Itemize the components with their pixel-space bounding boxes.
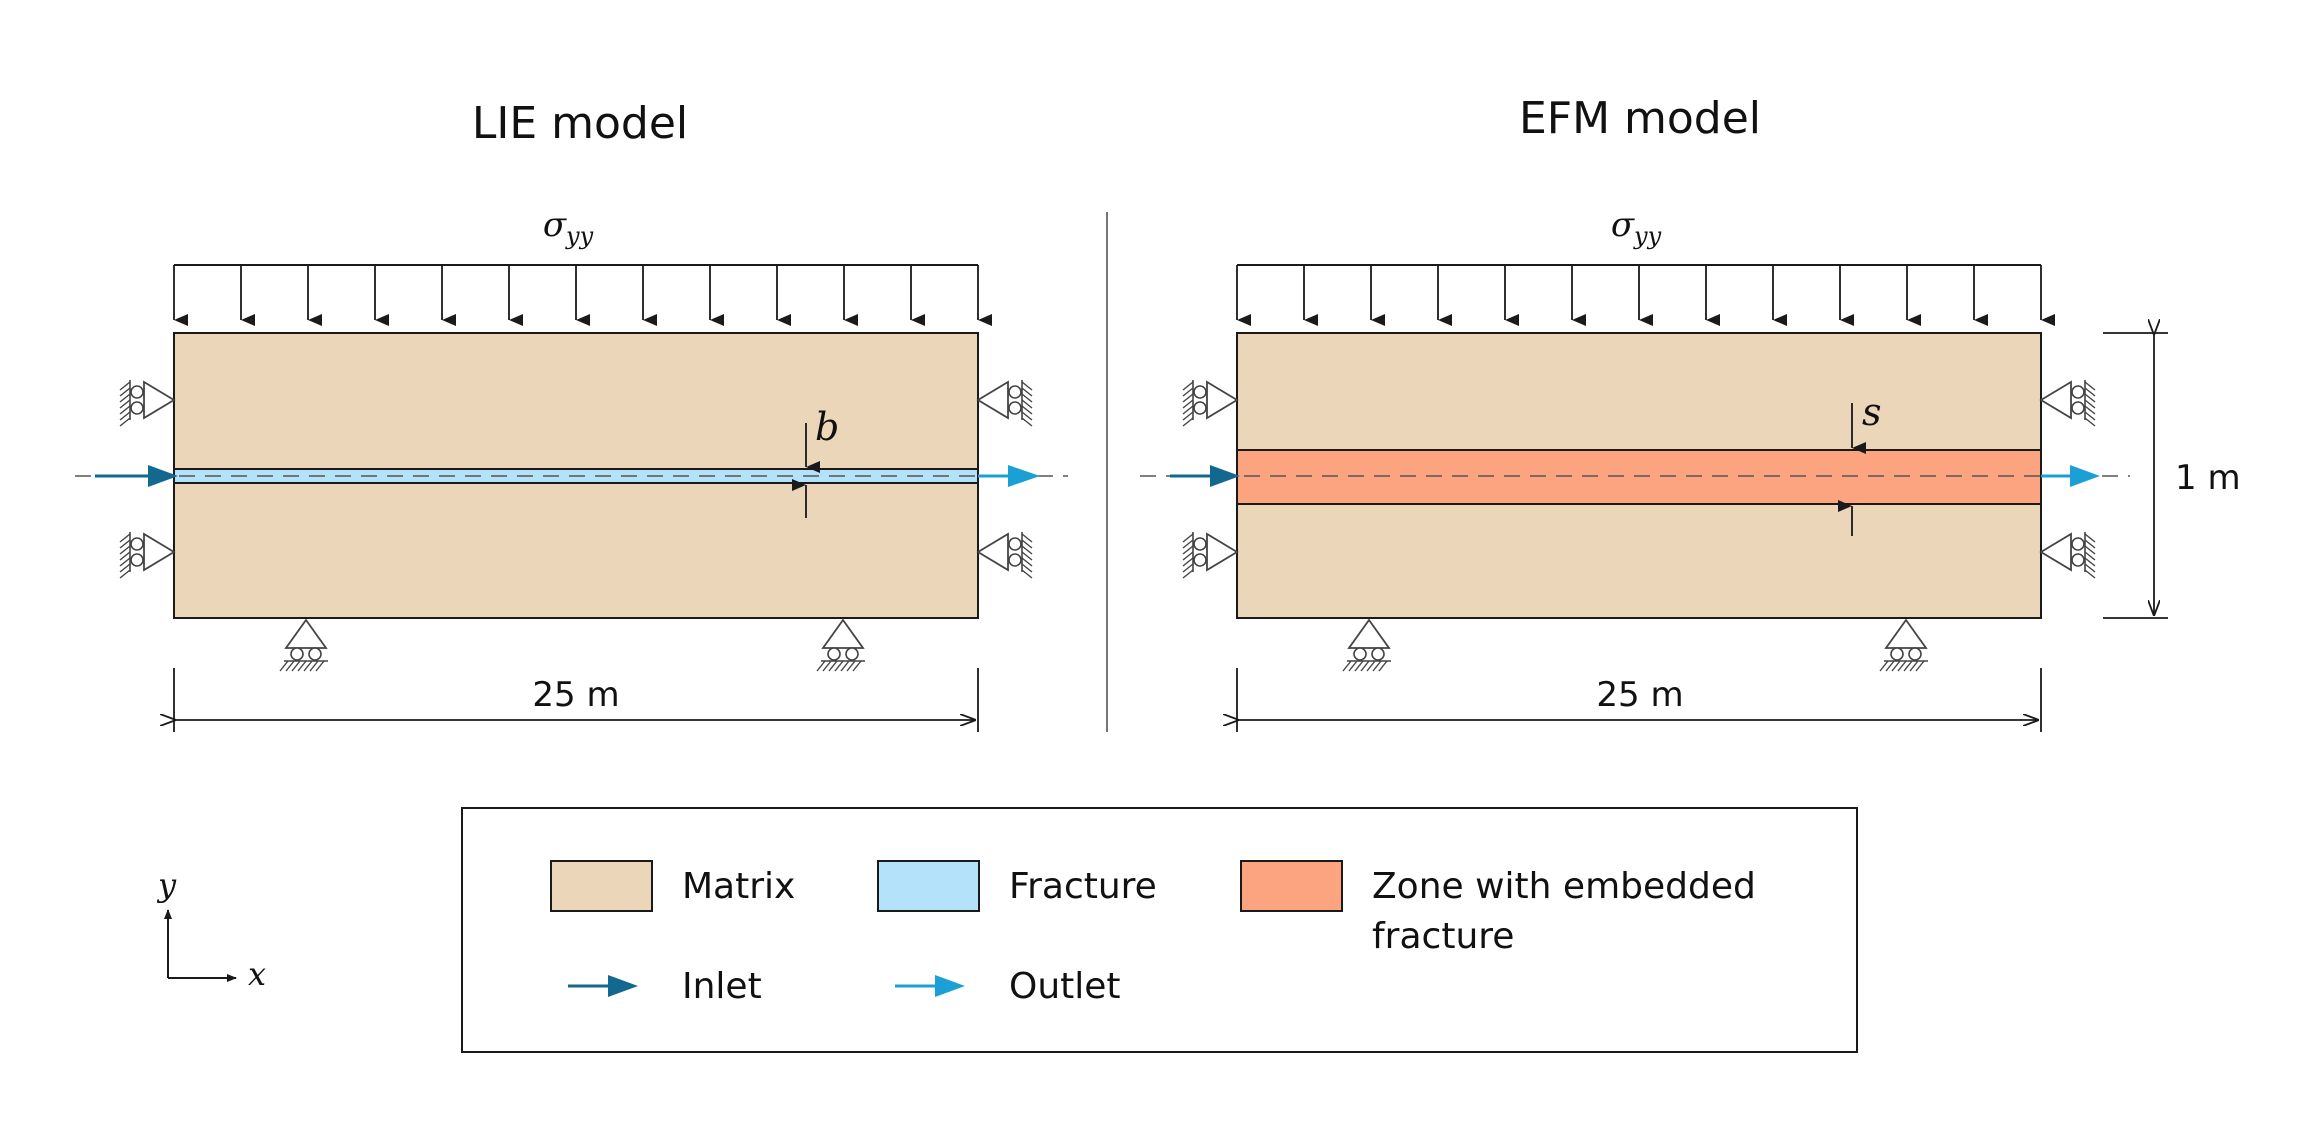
roller-support [2039,380,2096,427]
legend-outlet-arrow [895,975,965,997]
legend-matrix-label: Matrix [682,866,795,907]
efm-panel: σyy s 25 m 1 m [1140,205,2241,732]
side-supports-right [1182,380,2096,579]
legend-matrix-swatch [550,860,653,912]
outlet-arrow-right [2041,465,2100,487]
distributed-load-right [1236,264,2055,326]
zone-thickness-label: s [1862,390,1882,434]
legend-fracture-label: Fracture [1009,866,1157,907]
roller-support [1342,618,1391,672]
legend-inlet-arrow [568,975,638,997]
bottom-supports-left [279,618,865,672]
legend-zone-label-2: fracture [1372,916,1514,957]
title-right: EFM model [1519,93,1761,144]
distributed-load-left [173,264,992,326]
lie-panel: σyy b 25 m [75,205,1068,732]
inlet-arrow-right [1170,465,1240,487]
legend-outlet-label: Outlet [1009,966,1121,1007]
roller-support [1182,532,1239,579]
x-axis-label: x [248,955,266,993]
outlet-arrow-left [978,465,1040,487]
y-axis-label: y [156,866,177,904]
aperture-label: b [815,405,839,449]
legend-zone-label-1: Zone with embedded [1372,866,1756,907]
title-left: LIE model [472,98,688,149]
stress-label-left: σyy [543,205,594,250]
roller-support [2039,532,2096,579]
coordinate-axes: y x [156,866,266,993]
roller-support [119,380,176,427]
roller-support [119,532,176,579]
legend-zone-swatch [1240,860,1343,912]
width-label-left: 25 m [532,675,619,715]
width-label-right: 25 m [1596,675,1683,715]
bottom-supports-right [1342,618,1928,672]
legend-fracture-swatch [877,860,980,912]
roller-support [816,618,865,672]
stress-label-right: σyy [1611,205,1662,250]
embedded-zone [1236,449,2042,505]
side-supports-left [119,380,1033,579]
height-label: 1 m [2175,458,2241,498]
roller-support [1182,380,1239,427]
legend: Matrix Fracture Zone with embedded fract… [461,807,1858,1053]
roller-support [976,532,1033,579]
roller-support [1879,618,1928,672]
legend-frame [461,807,1858,1053]
roller-support [976,380,1033,427]
inlet-arrow-left [95,465,178,487]
roller-support [279,618,328,672]
legend-inlet-label: Inlet [682,966,762,1007]
